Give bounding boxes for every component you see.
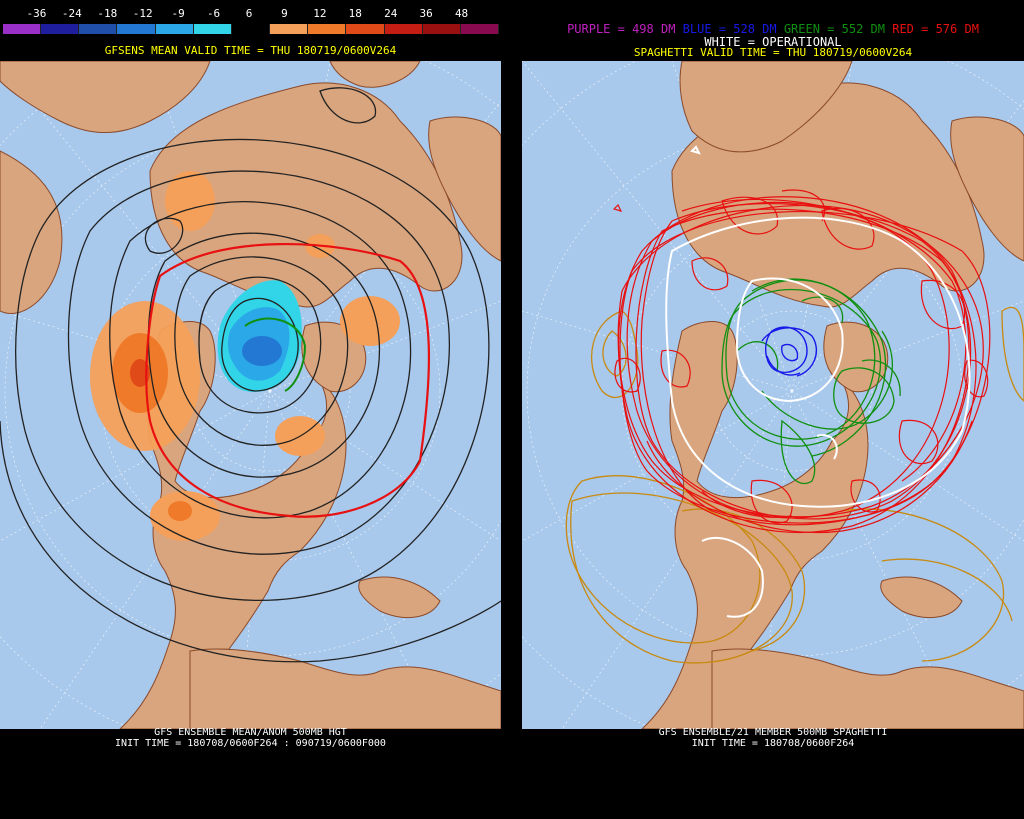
- mean-anomaly-map: [0, 61, 501, 729]
- colorbar-label: -36: [26, 7, 47, 20]
- anomaly-colorbar: [3, 24, 500, 34]
- mean-footer-init: INIT TIME = 180708/0600F264 : 090719/060…: [115, 738, 386, 749]
- colorbar-swatch: [79, 24, 118, 34]
- colorbar-swatch: [346, 24, 385, 34]
- legend-blue: BLUE = 528 DM: [682, 22, 777, 36]
- colorbar-swatch: [3, 24, 42, 34]
- legend-purple: PURPLE = 498 DM: [567, 22, 676, 36]
- colorbar-swatch: [41, 24, 80, 34]
- colorbar-swatch: [308, 24, 347, 34]
- spaghetti-valid-time: SPAGHETTI VALID TIME = THU 180719/0600V2…: [633, 46, 913, 59]
- colorbar-label: 18: [348, 7, 362, 20]
- panel-divider: [501, 0, 522, 819]
- legend-green: GREEN = 552 DM: [783, 22, 885, 36]
- colorbar-label: 36: [419, 7, 433, 20]
- colorbar-swatch: [231, 24, 271, 34]
- colorbar-swatch: [460, 24, 500, 34]
- spaghetti-map: [522, 61, 1024, 729]
- colorbar-label: 6: [245, 7, 253, 20]
- colorbar-swatch: [155, 24, 194, 34]
- spaghetti-panel: PURPLE = 498 DM BLUE = 528 DM GREEN = 55…: [522, 0, 1024, 819]
- colorbar-label: 9: [281, 7, 288, 20]
- colorbar-swatch: [193, 24, 232, 34]
- colorbar-label: -12: [132, 7, 153, 20]
- legend-white: WHITE = OPERATIONAL: [704, 35, 842, 49]
- spaghetti-footer-init: INIT TIME = 180708/0600F264: [691, 738, 855, 749]
- mean-footer-title: GFS ENSEMBLE MEAN/ANOM 500MB HGT: [154, 727, 347, 738]
- colorbar-swatch: [117, 24, 156, 34]
- colorbar-labels: -36 -24 -18 -12 -9 -6 6 9 12 18 24 36 48: [0, 7, 501, 21]
- colorbar-label: 48: [454, 7, 469, 20]
- colorbar-swatch: [422, 24, 461, 34]
- ensemble-mean-panel: -36 -24 -18 -12 -9 -6 6 9 12 18 24 36 48 GFSENS MEAN…: [0, 0, 501, 819]
- colorbar-label: 12: [313, 7, 327, 20]
- colorbar-label: -24: [61, 7, 82, 20]
- colorbar-label: -9: [171, 7, 185, 20]
- colorbar-label: -18: [97, 7, 118, 20]
- colorbar-swatch: [384, 24, 423, 34]
- colorbar-swatch: [270, 24, 309, 34]
- spaghetti-footer-title: GFS ENSEMBLE/21 MEMBER 500MB SPAGHETTI: [658, 727, 888, 738]
- spaghetti-legend: PURPLE = 498 DM BLUE = 528 DM GREEN = 55…: [522, 22, 1024, 36]
- colorbar-label: -6: [206, 7, 221, 20]
- mean-valid-time: GFSENS MEAN VALID TIME = THU 180719/0600…: [104, 44, 397, 57]
- colorbar-label: 24: [384, 7, 398, 20]
- legend-red: RED = 576 DM: [892, 22, 979, 36]
